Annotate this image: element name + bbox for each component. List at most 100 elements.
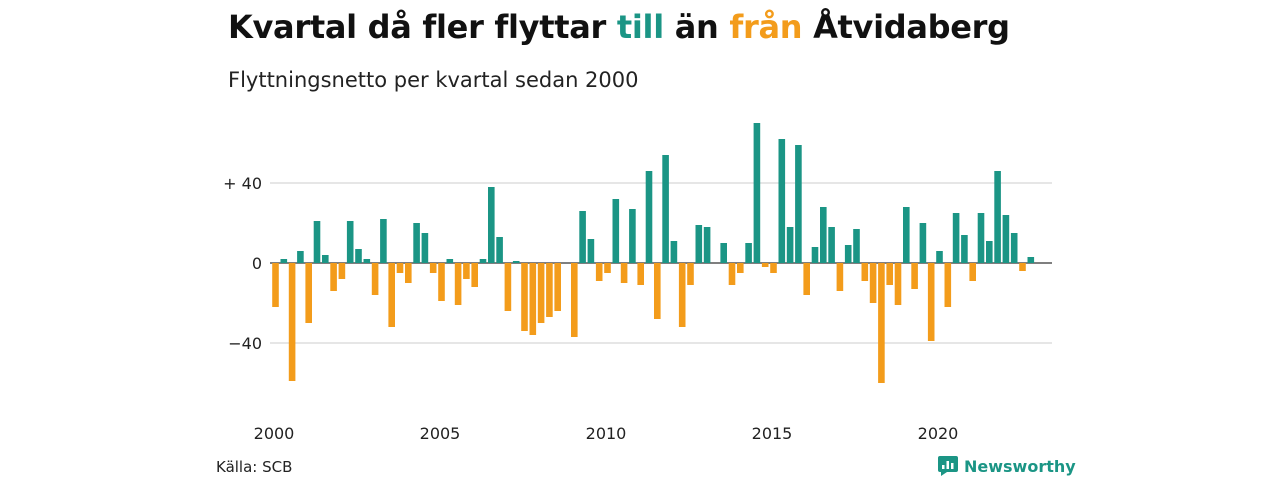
bar bbox=[322, 255, 329, 263]
x-axis-labels: 2000 2005 2010 2015 2020 bbox=[254, 424, 959, 443]
bar bbox=[795, 145, 802, 263]
bar bbox=[463, 263, 470, 279]
bar bbox=[911, 263, 918, 289]
bar bbox=[728, 263, 736, 285]
bar bbox=[413, 223, 420, 263]
bar bbox=[338, 263, 346, 279]
bar bbox=[786, 227, 794, 263]
bar bbox=[288, 263, 296, 381]
bar bbox=[388, 263, 395, 327]
bar bbox=[903, 207, 910, 263]
newsworthy-logo-icon bbox=[938, 456, 958, 476]
bar bbox=[546, 263, 553, 317]
bar bbox=[737, 263, 744, 273]
bar bbox=[488, 187, 495, 263]
bar bbox=[745, 243, 752, 263]
bar bbox=[861, 263, 869, 281]
bar bbox=[878, 263, 885, 383]
bar bbox=[1010, 233, 1018, 263]
bar bbox=[645, 171, 653, 263]
bar bbox=[355, 249, 362, 263]
bar bbox=[986, 241, 993, 263]
bar bbox=[297, 251, 304, 263]
bar bbox=[612, 199, 620, 263]
bar bbox=[894, 263, 902, 305]
bar bbox=[280, 259, 288, 263]
bar bbox=[811, 247, 819, 263]
bar bbox=[595, 263, 603, 281]
bar bbox=[844, 245, 852, 263]
bar bbox=[446, 259, 454, 263]
bar bbox=[620, 263, 628, 283]
chart-subtitle: Flyttningsnetto per kvartal sedan 2000 bbox=[228, 68, 639, 92]
bar bbox=[504, 263, 512, 311]
bar bbox=[571, 263, 578, 337]
bar bbox=[629, 209, 636, 263]
bar bbox=[803, 263, 810, 295]
bar bbox=[853, 229, 860, 263]
bar bbox=[637, 263, 644, 285]
bar bbox=[994, 171, 1001, 263]
title-part-1: Kvartal då fler flyttar bbox=[228, 8, 617, 46]
bar bbox=[421, 233, 429, 263]
bar bbox=[405, 263, 412, 283]
bar bbox=[944, 263, 952, 307]
bar bbox=[961, 235, 968, 263]
title-part-5: Åtvidaberg bbox=[802, 8, 1010, 46]
bar bbox=[886, 263, 893, 285]
bar bbox=[977, 213, 985, 263]
grid-lines bbox=[270, 182, 1052, 344]
source-note: Källa: SCB bbox=[216, 458, 293, 476]
x-tick-label: 2005 bbox=[420, 424, 461, 443]
bar bbox=[820, 207, 827, 263]
bar bbox=[761, 263, 769, 267]
bar bbox=[380, 219, 387, 263]
bar bbox=[604, 263, 611, 273]
bar bbox=[496, 237, 503, 263]
bar bbox=[396, 263, 404, 273]
bar bbox=[371, 263, 379, 295]
bar bbox=[695, 225, 703, 263]
bar bbox=[529, 263, 537, 335]
bar bbox=[454, 263, 462, 305]
x-tick-label: 2000 bbox=[254, 424, 295, 443]
bar bbox=[537, 263, 545, 323]
bar bbox=[587, 239, 595, 263]
y-tick-label: + 40 bbox=[223, 174, 262, 193]
bar bbox=[438, 263, 445, 301]
bar bbox=[836, 263, 844, 291]
bar bbox=[720, 243, 727, 263]
bar bbox=[952, 213, 960, 263]
x-tick-label: 2010 bbox=[586, 424, 627, 443]
bar bbox=[869, 263, 877, 303]
chart-title: Kvartal då fler flyttar till än från Åtv… bbox=[228, 8, 1010, 46]
title-word-till: till bbox=[616, 8, 664, 46]
y-axis-labels: + 40 0 −40 bbox=[223, 174, 262, 353]
bar bbox=[429, 263, 437, 273]
newsworthy-logo: Newsworthy bbox=[938, 456, 1076, 476]
bar bbox=[1019, 263, 1026, 271]
title-word-fran: från bbox=[729, 8, 803, 46]
bar bbox=[828, 227, 835, 263]
brand-name: Newsworthy bbox=[964, 456, 1076, 476]
x-tick-label: 2015 bbox=[752, 424, 793, 443]
bar bbox=[670, 241, 678, 263]
bar bbox=[778, 139, 786, 263]
y-tick-label: 0 bbox=[252, 254, 262, 273]
bar bbox=[579, 211, 586, 263]
bar bbox=[330, 263, 337, 291]
bar bbox=[363, 259, 371, 263]
bar bbox=[678, 263, 686, 327]
bar bbox=[919, 223, 927, 263]
bar bbox=[471, 263, 478, 287]
bar bbox=[1027, 257, 1035, 263]
bar bbox=[313, 221, 321, 263]
bar bbox=[936, 251, 943, 263]
bar bbox=[703, 227, 711, 263]
bars bbox=[272, 123, 1035, 383]
bar bbox=[662, 155, 669, 263]
y-tick-label: −40 bbox=[228, 334, 262, 353]
x-tick-label: 2020 bbox=[918, 424, 959, 443]
bar bbox=[753, 123, 761, 263]
bar bbox=[346, 221, 354, 263]
